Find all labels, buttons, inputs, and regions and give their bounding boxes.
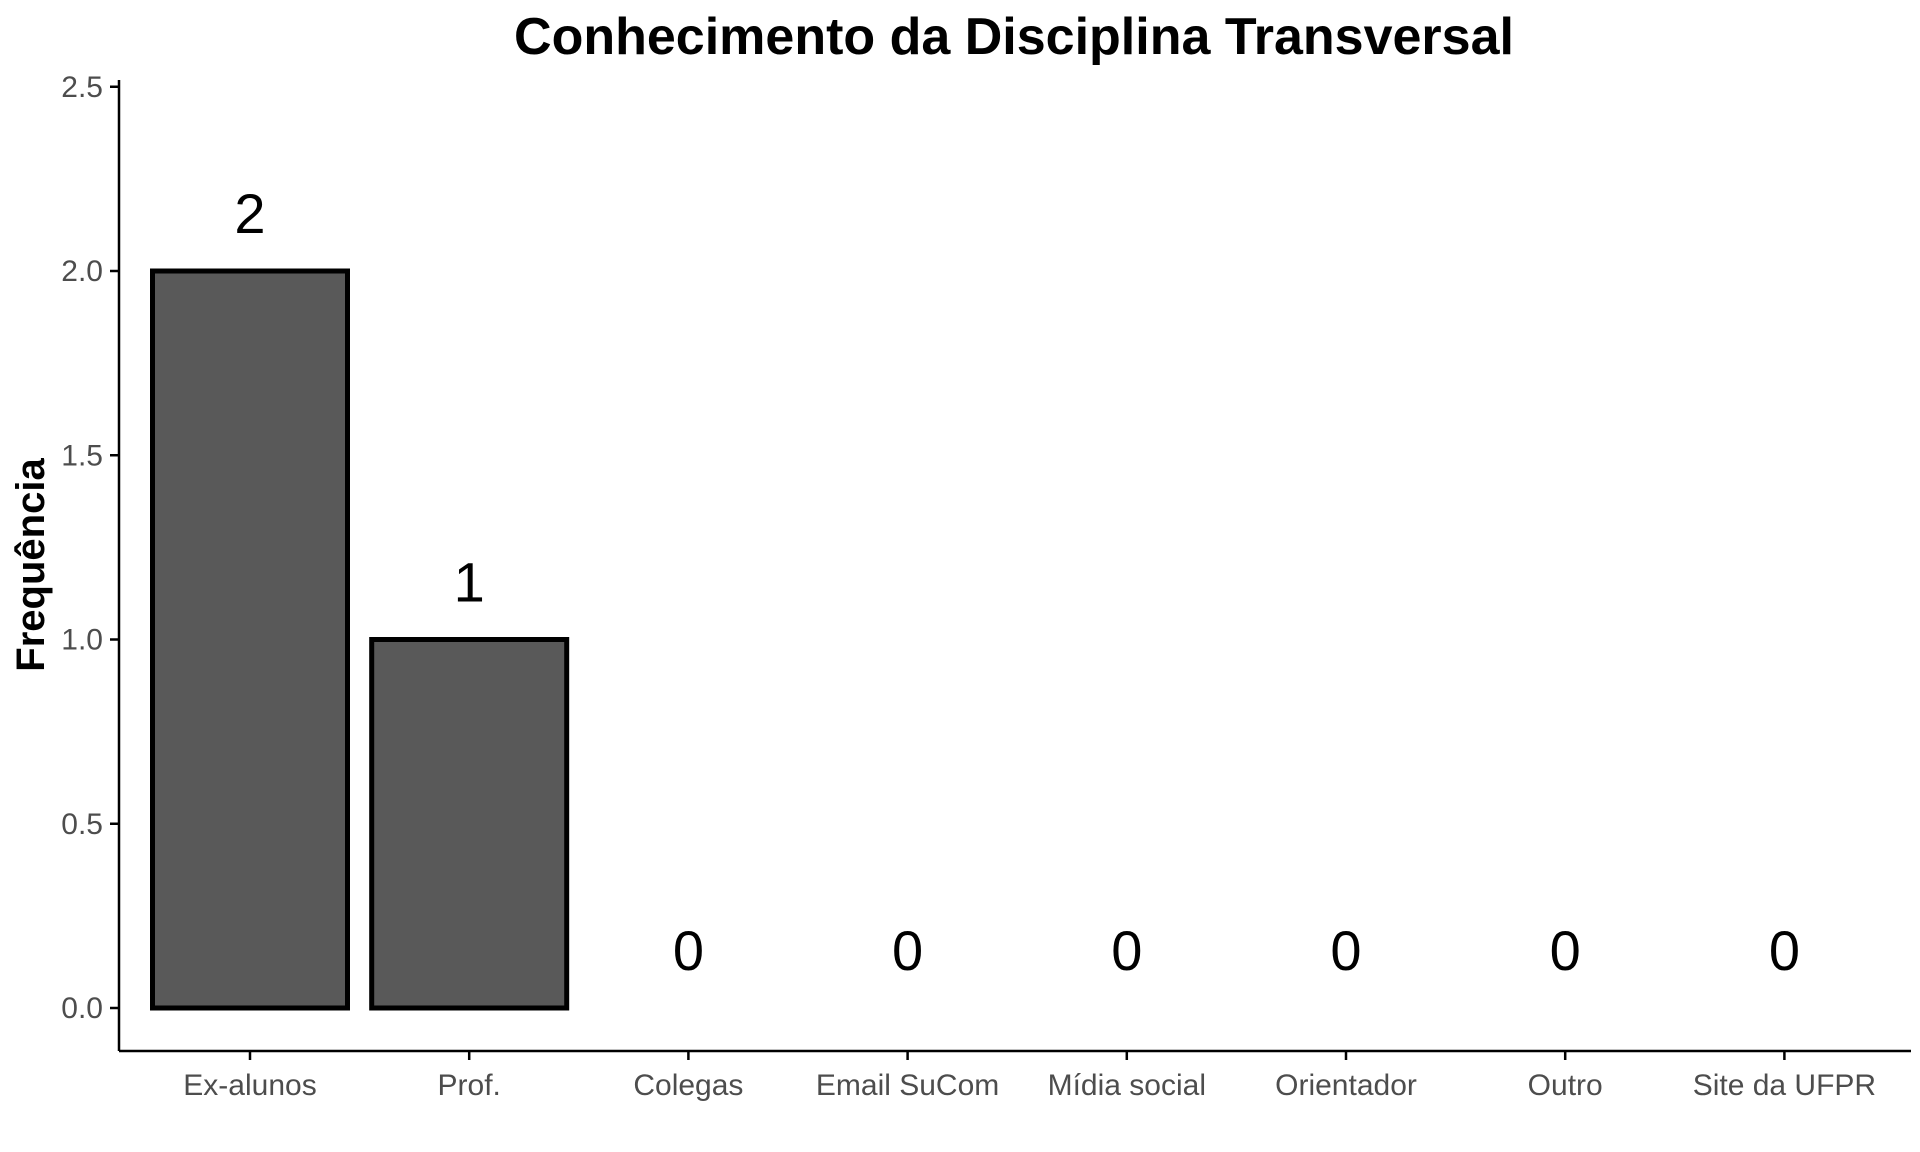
- x-tick-label: Outro: [1528, 1069, 1603, 1102]
- y-axis-title: Frequência: [9, 458, 53, 672]
- bar-value-label: 0: [1111, 919, 1142, 982]
- y-tick-label: 0.0: [61, 992, 103, 1025]
- y-tick-label: 2.5: [61, 71, 103, 104]
- x-tick-label: Site da UFPR: [1693, 1069, 1876, 1102]
- x-tick-label: Colegas: [633, 1069, 743, 1102]
- bar-value-label: 0: [892, 919, 923, 982]
- y-tick-label: 0.5: [61, 808, 103, 841]
- x-tick-label: Prof.: [438, 1069, 501, 1102]
- bar-value-label: 0: [1550, 919, 1581, 982]
- y-tick-label: 2.0: [61, 255, 103, 288]
- bar: [369, 637, 570, 1011]
- x-tick-label: Email SuCom: [816, 1069, 999, 1102]
- bar: [150, 268, 350, 1011]
- bar-value-label: 0: [1330, 919, 1361, 982]
- data-labels-group: 2 1 0 0 0 0 0 0: [234, 182, 1800, 982]
- bar-value-label: 0: [1769, 919, 1800, 982]
- x-tick-label: Orientador: [1275, 1069, 1417, 1102]
- x-tick-label: Mídia social: [1048, 1069, 1206, 1102]
- bars-group: [150, 268, 570, 1011]
- bar-value-label: 0: [673, 919, 704, 982]
- y-tick-label: 1.5: [61, 439, 103, 472]
- x-tick-label: Ex-alunos: [183, 1069, 316, 1102]
- chart-title: Conhecimento da Disciplina Transversal: [514, 8, 1514, 66]
- y-axis-ticks: 0.0 0.5 1.0 1.5 2.0 2.5: [61, 71, 119, 1025]
- x-axis-ticks: Ex-alunos Prof. Colegas Email SuCom Mídia so…: [183, 1051, 1876, 1102]
- bar-value-label: 1: [454, 551, 485, 614]
- bar-value-label: 2: [234, 182, 265, 245]
- y-tick-label: 1.0: [61, 624, 103, 657]
